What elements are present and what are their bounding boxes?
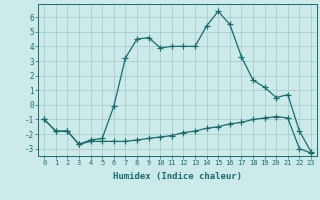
X-axis label: Humidex (Indice chaleur): Humidex (Indice chaleur) [113, 172, 242, 181]
